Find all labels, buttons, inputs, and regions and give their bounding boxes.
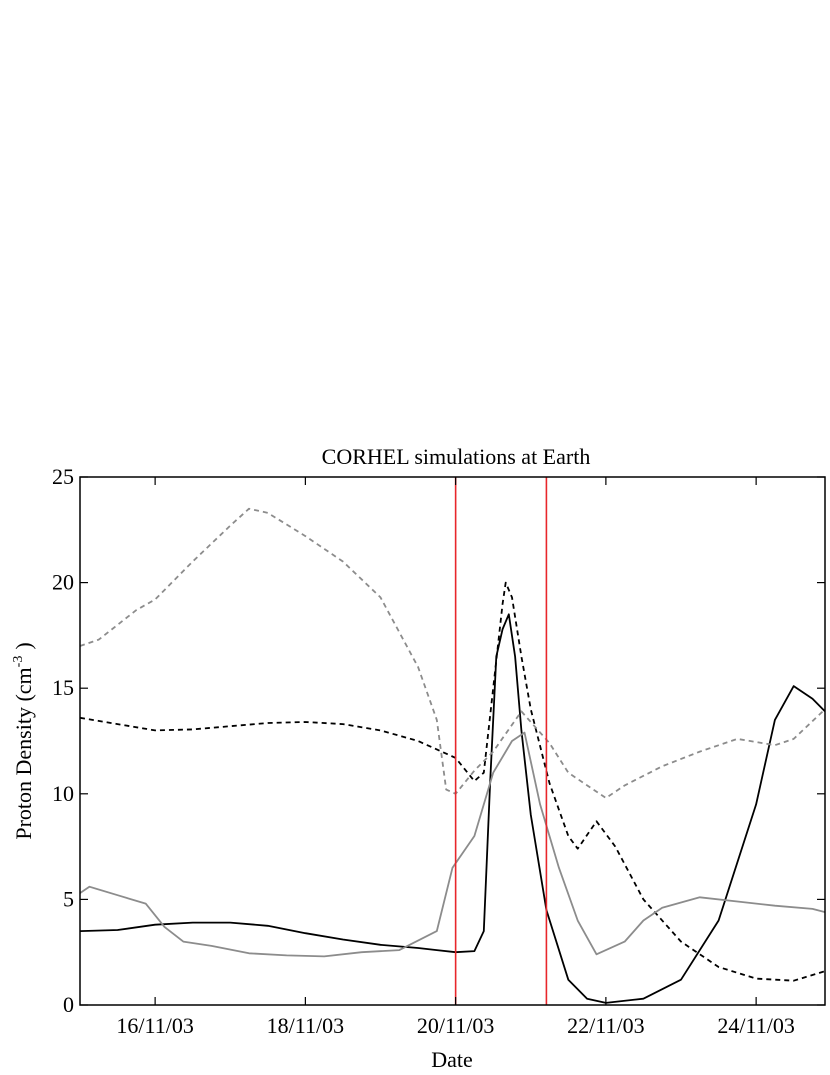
y-axis-label: Proton Density (cm-3) (11, 642, 36, 839)
series-line-3 (79, 731, 826, 958)
y-tick-label: 10 (52, 781, 74, 806)
series-line-1 (79, 613, 826, 1004)
y-tick-label: 5 (63, 886, 74, 911)
plot-frame (79, 476, 826, 1006)
x-tick-label: 18/11/03 (267, 1013, 344, 1038)
x-tick-label: 16/11/03 (116, 1013, 193, 1038)
series-layer (79, 507, 826, 1004)
series-line-2 (79, 581, 826, 982)
plot-area: 0 5 10 15 20 25 16/11/03 18/11/03 20/11/03 22/11/… (52, 464, 826, 1038)
x-tick-label: 24/11/03 (717, 1013, 794, 1038)
x-tick-label: 22/11/03 (567, 1013, 644, 1038)
y-tick-label: 15 (52, 675, 74, 700)
y-tick-label: 20 (52, 570, 74, 595)
y-tick-label: 25 (52, 464, 74, 489)
x-tick-label: 20/11/03 (417, 1013, 494, 1038)
x-axis-label: Date (431, 1047, 473, 1072)
y-tick-label: 0 (63, 992, 74, 1017)
y-axis-label-close: ) (11, 642, 36, 649)
y-axis-label-unit-exponent: -3 (11, 656, 26, 668)
marker-lines (454, 477, 548, 1005)
y-axis-label-main: Proton Density (cm (11, 667, 36, 839)
series-line-4 (79, 507, 826, 799)
chart-title: CORHEL simulations at Earth (322, 444, 591, 469)
axis-ticks: 0 5 10 15 20 25 16/11/03 18/11/03 20/11/03 22/11/… (52, 464, 825, 1038)
